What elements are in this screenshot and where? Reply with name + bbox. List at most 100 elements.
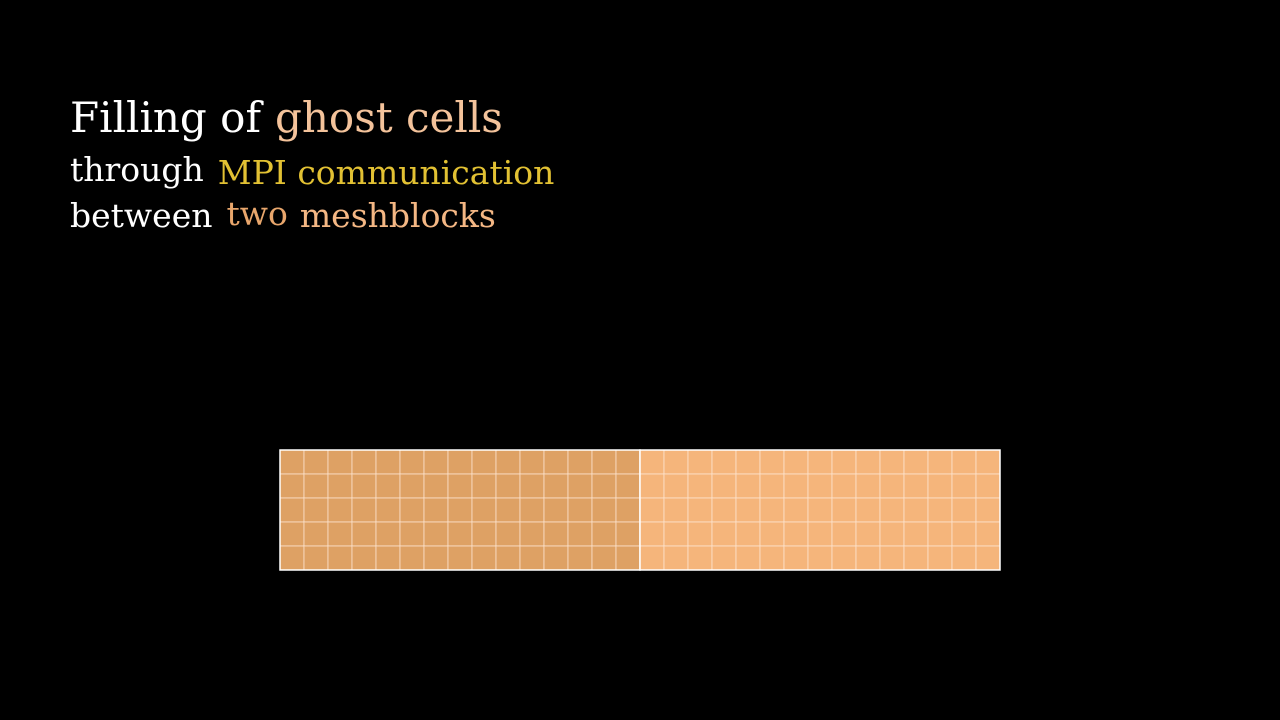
mesh-cell — [327, 449, 353, 475]
mesh-cell — [495, 521, 521, 547]
mesh-cell — [543, 449, 569, 475]
mesh-cell — [831, 497, 857, 523]
mesh-cell — [471, 521, 497, 547]
mesh-cell — [519, 545, 545, 571]
mesh-cell — [783, 473, 809, 499]
mesh-cell — [975, 449, 1001, 475]
mesh-cell — [927, 521, 953, 547]
mesh-cell — [735, 497, 761, 523]
mesh-cell — [375, 497, 401, 523]
mesh-cell — [975, 497, 1001, 523]
mesh-cell — [927, 497, 953, 523]
mesh-cell — [927, 473, 953, 499]
mesh-cell — [663, 545, 689, 571]
mesh-cell — [687, 497, 713, 523]
mesh-cell — [615, 521, 641, 547]
mesh-cell — [951, 473, 977, 499]
mesh-cell — [615, 497, 641, 523]
mesh-cell — [279, 545, 305, 571]
mesh-cell — [687, 521, 713, 547]
mesh-cell — [951, 545, 977, 571]
mesh-cell — [519, 497, 545, 523]
mesh-cell — [975, 545, 1001, 571]
subtitle-line-2: between two meshblocks — [70, 194, 496, 235]
mesh-cell — [759, 449, 785, 475]
mesh-cell — [303, 521, 329, 547]
mesh-cell — [711, 473, 737, 499]
mesh-cell — [759, 521, 785, 547]
meshblock-outline — [639, 449, 1001, 571]
mesh-cell — [879, 449, 905, 475]
mesh-cell — [951, 521, 977, 547]
mesh-cell — [567, 545, 593, 571]
meshblock-grid — [279, 449, 1001, 571]
mesh-cell — [807, 521, 833, 547]
mesh-cell — [879, 545, 905, 571]
mesh-cell — [567, 497, 593, 523]
mesh-cell — [735, 521, 761, 547]
mesh-cell — [903, 449, 929, 475]
mesh-cell — [951, 497, 977, 523]
subtitle2-part-1: between — [70, 196, 213, 235]
mesh-cell — [807, 545, 833, 571]
mesh-cell — [639, 545, 665, 571]
mesh-cell — [639, 521, 665, 547]
mesh-cell — [735, 449, 761, 475]
meshblock-2 — [639, 449, 1001, 571]
mesh-cell — [711, 497, 737, 523]
mesh-cell — [975, 473, 1001, 499]
mesh-cell — [687, 545, 713, 571]
mesh-cell — [711, 449, 737, 475]
mesh-cell — [567, 449, 593, 475]
mesh-cell — [711, 545, 737, 571]
mesh-cell — [543, 497, 569, 523]
mesh-cell — [807, 449, 833, 475]
mesh-cell — [447, 449, 473, 475]
mesh-cell — [855, 521, 881, 547]
mesh-cell — [423, 521, 449, 547]
mesh-cell — [519, 521, 545, 547]
mesh-cell — [759, 473, 785, 499]
mesh-cell — [279, 449, 305, 475]
mesh-cell — [495, 449, 521, 475]
mesh-cell — [423, 473, 449, 499]
mesh-cell — [615, 545, 641, 571]
mesh-cell — [447, 497, 473, 523]
mesh-cell — [663, 473, 689, 499]
subtitle2-highlight-two: two — [226, 194, 288, 233]
mesh-cell — [591, 545, 617, 571]
mesh-cell — [423, 449, 449, 475]
mesh-cell — [303, 449, 329, 475]
mesh-cell — [831, 545, 857, 571]
mesh-cell — [879, 521, 905, 547]
mesh-cell — [327, 473, 353, 499]
mesh-cell — [807, 473, 833, 499]
mesh-cell — [927, 545, 953, 571]
mesh-cell — [471, 545, 497, 571]
mesh-cell — [903, 521, 929, 547]
subtitle-line-1: through MPI communication — [70, 150, 554, 192]
mesh-cell — [543, 521, 569, 547]
mesh-cell — [279, 497, 305, 523]
mesh-cell — [855, 449, 881, 475]
mesh-cell — [519, 473, 545, 499]
mesh-cell — [519, 449, 545, 475]
mesh-cell — [471, 473, 497, 499]
title-highlight-ghost-cells: ghost cells — [275, 93, 503, 142]
mesh-cell — [447, 473, 473, 499]
mesh-cell — [375, 449, 401, 475]
mesh-cell — [615, 449, 641, 475]
mesh-cell — [687, 473, 713, 499]
mesh-cell — [375, 473, 401, 499]
mesh-cell — [831, 449, 857, 475]
subtitle1-part-1: through — [70, 150, 204, 189]
mesh-cell — [543, 473, 569, 499]
mesh-cell — [399, 449, 425, 475]
mesh-cell — [735, 545, 761, 571]
mesh-cell — [759, 497, 785, 523]
title: Filling of ghost cells — [70, 93, 503, 142]
mesh-cell — [927, 449, 953, 475]
mesh-cell — [615, 473, 641, 499]
mesh-cell — [471, 449, 497, 475]
meshblock-1 — [279, 449, 641, 571]
